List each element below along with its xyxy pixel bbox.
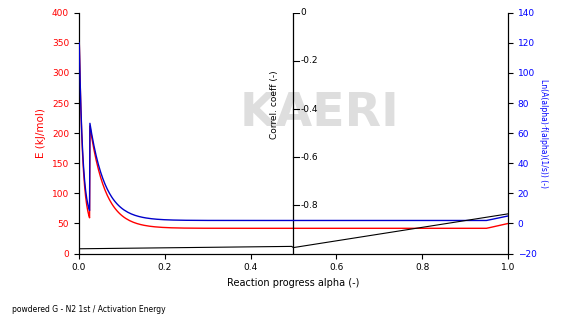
X-axis label: Reaction progress alpha (-): Reaction progress alpha (-) — [227, 278, 360, 288]
Text: Correl. coeff (-): Correl. coeff (-) — [270, 70, 279, 139]
Text: -0.4: -0.4 — [301, 105, 318, 113]
Y-axis label: E (kJ/mol): E (kJ/mol) — [36, 108, 46, 158]
Text: 0: 0 — [301, 8, 307, 17]
Text: -0.8: -0.8 — [301, 201, 318, 210]
Text: powdered G - N2 1st / Activation Energy: powdered G - N2 1st / Activation Energy — [12, 305, 165, 314]
Y-axis label: Ln(A(alpha)·f(alpha)(1/s)) (-): Ln(A(alpha)·f(alpha)(1/s)) (-) — [539, 79, 548, 188]
Text: -0.2: -0.2 — [301, 56, 318, 65]
Text: -0.6: -0.6 — [301, 153, 318, 162]
Text: KAERI: KAERI — [239, 91, 399, 136]
